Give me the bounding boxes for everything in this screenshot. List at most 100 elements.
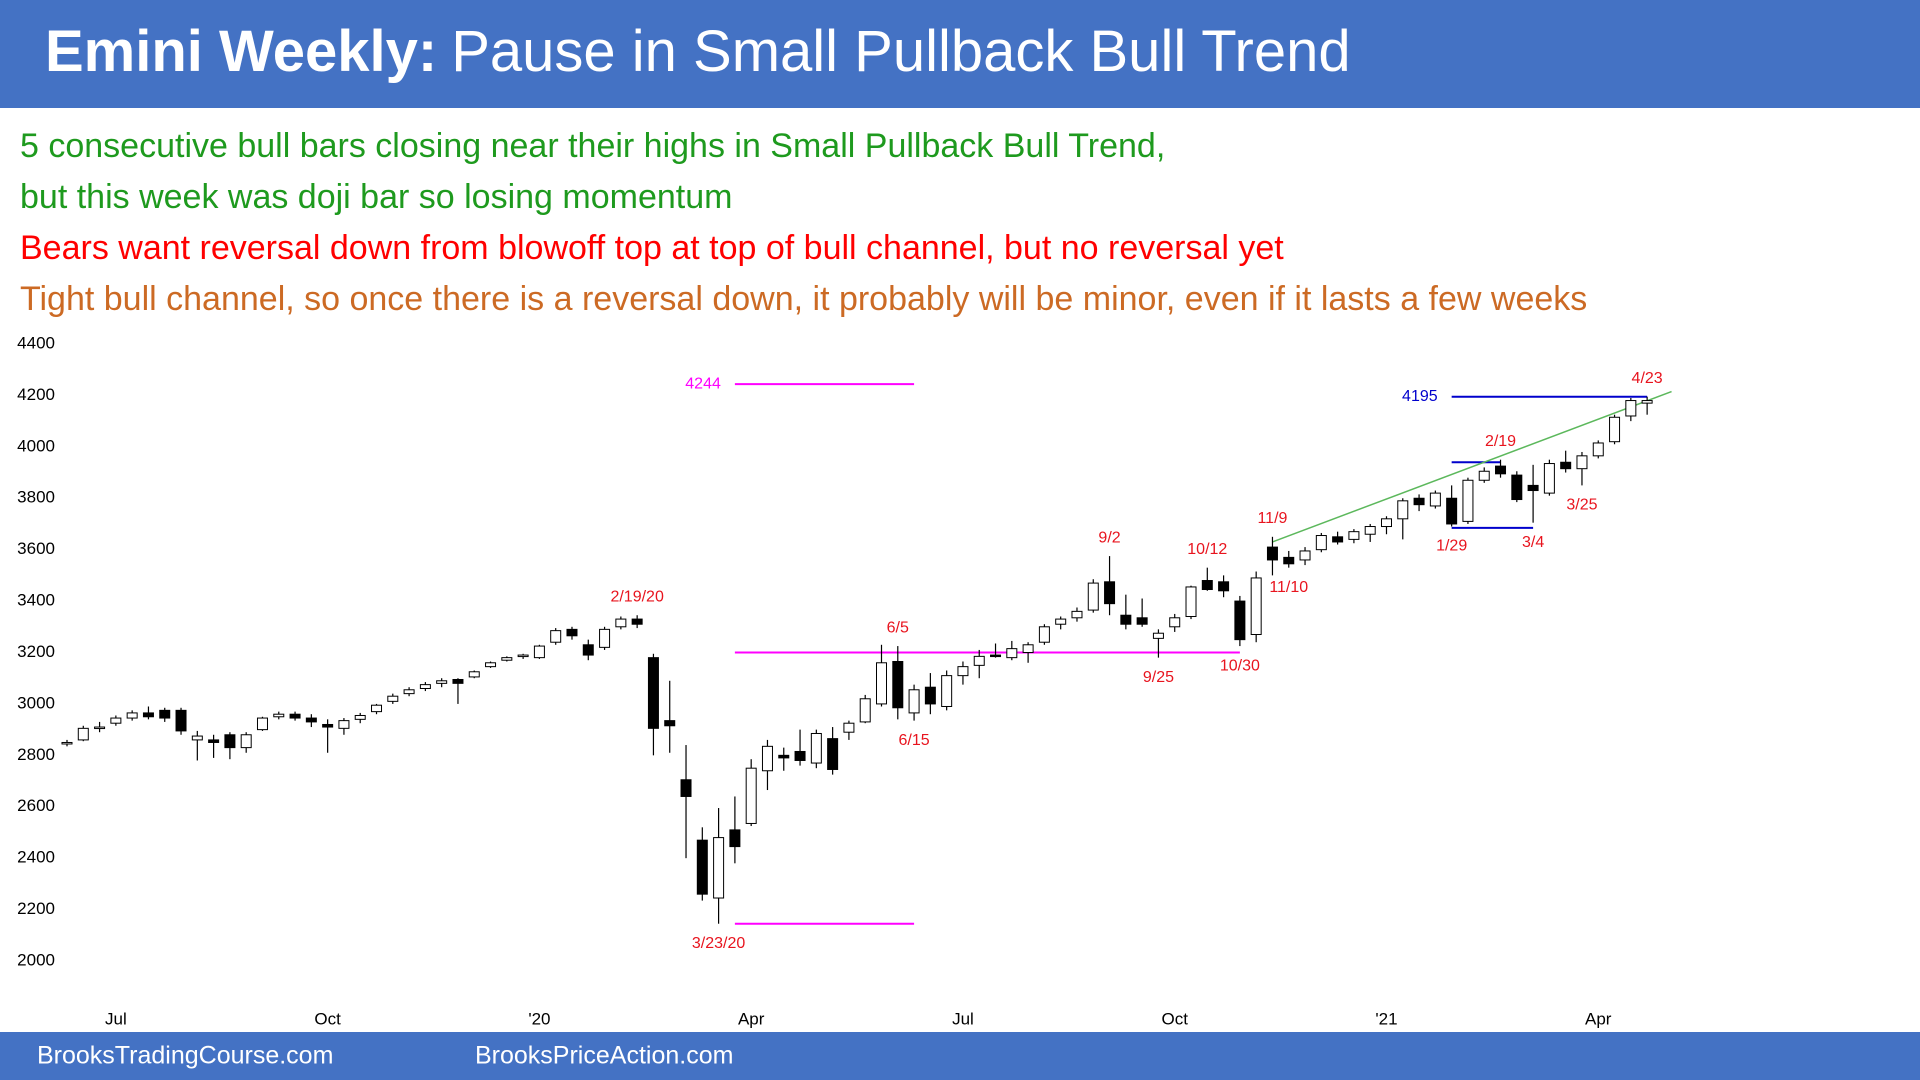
notes: 5 consecutive bull bars closing near the… — [20, 127, 1587, 318]
candle-body — [1625, 400, 1637, 417]
candle-body — [1576, 455, 1588, 470]
candle-body — [761, 745, 773, 772]
candle-body — [713, 837, 725, 899]
candle-body — [485, 662, 497, 668]
candle-body — [1527, 484, 1539, 492]
candle-body — [827, 738, 839, 770]
reference-label: 4195 — [1402, 388, 1438, 405]
candle-annotation: 3/25 — [1566, 497, 1597, 514]
candle-body — [892, 660, 904, 709]
candle-body — [1201, 580, 1213, 591]
y-tick-label: 2200 — [17, 899, 55, 918]
candle-body — [501, 657, 513, 661]
candle-annotation: 3/4 — [1522, 534, 1544, 551]
x-tick-label: Oct — [1161, 1009, 1188, 1028]
candle-body — [1299, 550, 1311, 561]
note-line: Bears want reversal down from blowoff to… — [20, 229, 1284, 267]
candle-body — [599, 628, 611, 648]
y-tick-label: 2600 — [17, 796, 55, 815]
candle-annotation: 2/19/20 — [610, 588, 663, 605]
candle-body — [1266, 546, 1278, 561]
candle-body — [778, 754, 790, 759]
candle-body — [1413, 497, 1425, 506]
candle-body — [1560, 461, 1572, 470]
candle-body — [566, 628, 578, 637]
candle-body — [1218, 581, 1230, 592]
candle-body — [1641, 400, 1653, 404]
candle-body — [322, 723, 334, 728]
candle-body — [224, 734, 236, 749]
x-tick-label: Jul — [952, 1009, 974, 1028]
candle-annotation: 6/5 — [887, 619, 909, 636]
candle-body — [1250, 577, 1262, 636]
candle-annotation: 9/2 — [1098, 529, 1120, 546]
y-tick-label: 3400 — [17, 591, 55, 610]
candle-annotation: 4/23 — [1632, 370, 1663, 387]
title: Emini Weekly: Pause in Small Pullback Bul… — [45, 19, 1351, 84]
candle-body — [452, 678, 464, 684]
candle-annotation: 3/23/20 — [692, 935, 745, 952]
candle-body — [582, 644, 594, 656]
candle-body — [1283, 556, 1295, 565]
candle-body — [403, 689, 415, 695]
candle-body — [696, 839, 708, 895]
candle-body — [468, 671, 480, 678]
y-tick-label: 4000 — [17, 436, 55, 455]
candle-body — [436, 680, 448, 684]
candle-body — [191, 735, 203, 741]
candle-body — [1152, 632, 1164, 639]
footer-left: BrooksTradingCourse.com — [37, 1042, 333, 1070]
candle-body — [338, 720, 350, 729]
candle-annotation: 6/15 — [899, 732, 930, 749]
candle-body — [61, 741, 73, 745]
candle-body — [1006, 648, 1018, 659]
y-tick-label: 3600 — [17, 539, 55, 558]
candle-body — [664, 720, 676, 727]
candle-body — [126, 712, 138, 719]
x-tick-label: Apr — [738, 1009, 765, 1028]
candle-body — [1071, 610, 1083, 619]
candle-body — [517, 654, 529, 658]
x-tick-label: Jul — [105, 1009, 127, 1028]
candle-body — [1136, 617, 1148, 625]
candle-body — [1022, 644, 1034, 653]
title-rest: Pause in Small Pullback Bull Trend — [451, 19, 1350, 84]
candle-body — [273, 713, 285, 718]
trendline — [1272, 390, 1672, 543]
candle-body — [1462, 479, 1474, 522]
candle-body — [1315, 535, 1327, 551]
header-band — [0, 0, 1920, 108]
candle-body — [1104, 581, 1116, 605]
candle-body — [1038, 626, 1050, 643]
footer-right: BrooksPriceAction.com — [475, 1042, 733, 1070]
candle-body — [1478, 470, 1490, 481]
candle-body — [957, 666, 969, 677]
candle-body — [1120, 614, 1132, 625]
candle-body — [354, 714, 366, 720]
candle-annotation: 11/10 — [1269, 579, 1308, 596]
candle-body — [990, 654, 1002, 658]
candle-body — [924, 686, 936, 705]
candle-body — [1087, 582, 1099, 611]
candle-body — [110, 717, 122, 724]
candle-body — [1185, 586, 1197, 618]
candle-body — [1380, 518, 1392, 528]
candle-body — [729, 829, 741, 848]
candle-body — [1348, 531, 1360, 540]
candle-body — [810, 732, 822, 764]
candle-body — [419, 684, 431, 689]
candle-body — [615, 618, 627, 628]
candle-body — [1234, 600, 1246, 641]
y-tick-label: 4200 — [17, 385, 55, 404]
reference-label: 4244 — [685, 375, 721, 392]
candle-body — [1495, 465, 1507, 475]
candle-annotation: 11/9 — [1257, 510, 1287, 527]
candle-body — [208, 739, 220, 743]
candle-body — [973, 655, 985, 666]
candle-body — [387, 695, 399, 702]
footer-band — [0, 1032, 1920, 1080]
candle-body — [876, 662, 887, 705]
x-tick-label: '21 — [1375, 1009, 1397, 1028]
candle-body — [1543, 463, 1555, 494]
candle-body — [305, 717, 317, 723]
